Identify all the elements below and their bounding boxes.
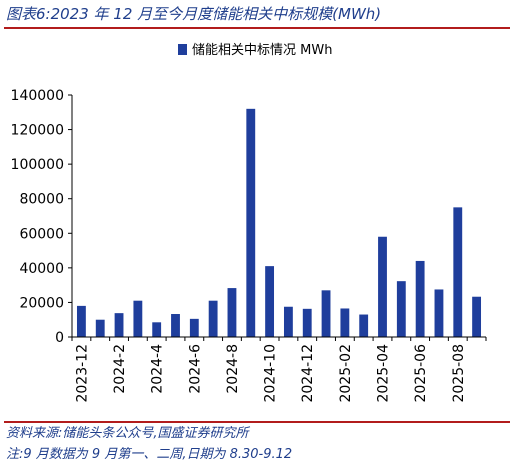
bar [152,322,162,337]
bar [114,313,124,337]
x-tick-label: 2025-02 [338,344,354,403]
footer-divider [4,421,510,423]
bar [302,308,312,337]
bar [227,288,237,337]
bar [359,314,369,337]
bar-chart: 储能相关中标情况 MWh 0 20000 40000 60000 80000 100000… [11,43,487,403]
bar [246,108,256,337]
x-tick-label: 2023-12 [74,344,90,403]
bar [95,319,105,337]
x-tick-label: 2025-04 [376,344,392,403]
x-tick-label: 2024-12 [300,344,316,403]
x-tick-label: 2024-6 [187,344,203,394]
y-tick-label: 140000 [11,88,64,104]
bars [76,108,482,337]
bar [434,289,444,337]
y-tick-label: 120000 [11,123,64,139]
y-axis: 0 20000 40000 60000 80000 100000 120000 140000 [11,88,73,346]
legend-label: 储能相关中标情况 MWh [192,43,332,58]
bar [340,308,350,337]
x-tick-label: 2024-8 [225,344,241,394]
x-tick-label: 2024-10 [263,344,279,403]
title-divider [4,27,510,29]
legend: 储能相关中标情况 MWh [178,43,332,58]
x-axis: 2023-12 2024-2 2024-4 2024-6 2024-8 2024-10 20… [71,336,487,403]
y-tick-label: 20000 [19,295,64,311]
x-tick-label: 2024-2 [112,344,128,394]
y-tick-label: 40000 [19,261,64,277]
x-tick-label: 2025-08 [451,344,467,403]
bar [321,290,331,337]
bar [171,314,180,337]
bar [283,306,293,337]
y-tick-label: 60000 [19,226,64,242]
bar [133,300,143,337]
y-tick-label: 100000 [11,157,64,173]
bar [208,300,218,337]
y-tick-label: 0 [55,330,64,346]
bar [396,281,406,337]
y-tick-label: 80000 [19,192,64,208]
footnote: 注:9 月数据为 9 月第一、二周,日期为 8.30-9.12 [6,447,293,462]
bar [378,236,387,337]
legend-swatch [178,44,187,55]
bar [265,266,275,337]
bar [76,305,86,337]
x-tick-label: 2024-4 [150,344,166,394]
bar [472,296,482,337]
x-tick-label: 2025-06 [413,344,429,403]
figure-title: 图表6:2023 年 12 月至今月度储能相关中标规模(MWh) [6,5,382,23]
source-note: 资料来源:储能头条公众号,国盛证券研究所 [6,426,249,441]
bar [415,260,425,337]
bar [189,318,199,337]
bar [453,207,463,337]
